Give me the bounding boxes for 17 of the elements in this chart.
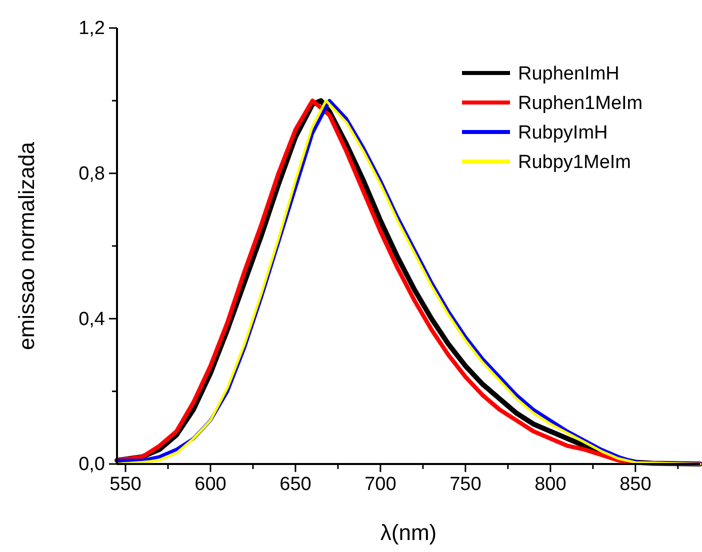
legend-label: Ruphen1MeIm	[518, 93, 643, 114]
x-tick-label: 750	[450, 474, 482, 495]
x-tick-label: 550	[110, 474, 142, 495]
x-tick-label: 700	[364, 474, 396, 495]
x-tick-label: 850	[620, 474, 652, 495]
legend-label: RuphenImH	[518, 64, 620, 85]
y-tick-label: 0,8	[78, 163, 105, 184]
y-axis-title: emissao normalizada	[14, 141, 39, 350]
y-tick-label: 0,0	[78, 454, 105, 476]
x-axis-title: λ(nm)	[380, 520, 437, 545]
legend-label: RubpyImH	[518, 122, 608, 144]
x-tick-label: 600	[194, 474, 226, 495]
y-tick-label: 0,4	[78, 308, 106, 330]
y-tick-label: 1,2	[78, 18, 105, 40]
x-tick-label: 800	[534, 474, 566, 495]
legend-label: Rubpy1MeIm	[518, 152, 631, 174]
x-tick-label: 650	[280, 474, 312, 495]
